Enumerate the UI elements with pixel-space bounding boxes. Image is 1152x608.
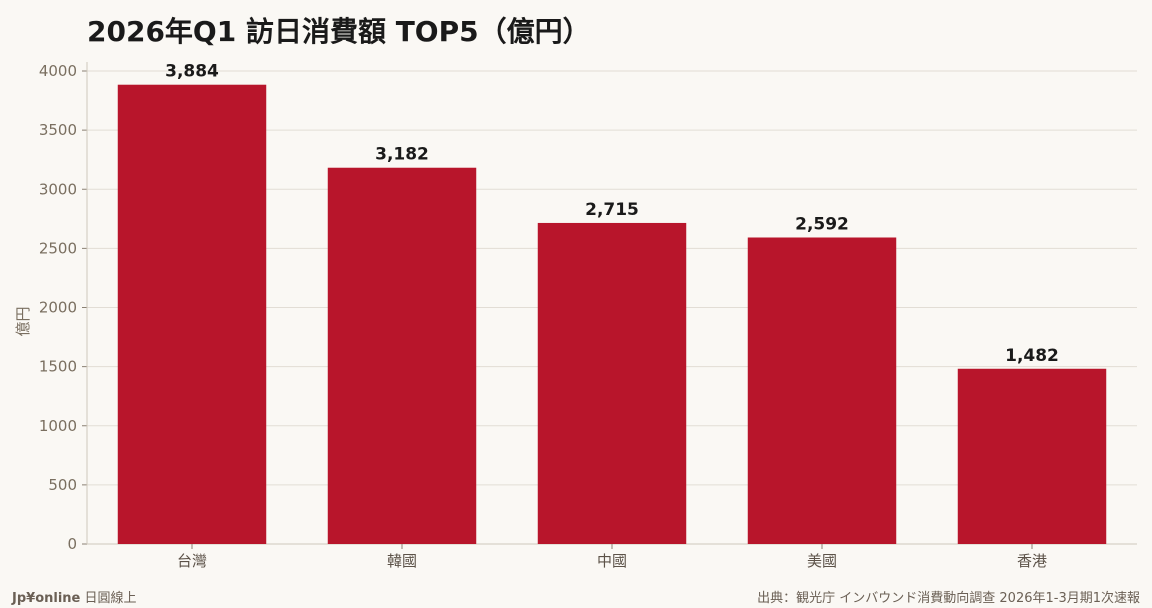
brand-name: Jp¥online bbox=[12, 591, 81, 606]
bar-2 bbox=[327, 167, 477, 544]
bar-3 bbox=[537, 222, 687, 545]
x-tick-label: 台灣 bbox=[177, 552, 207, 570]
bar-5 bbox=[957, 368, 1107, 544]
bar-value-label: 2,715 bbox=[585, 200, 639, 220]
x-tick-label: 美國 bbox=[807, 552, 837, 570]
x-tick-label: 韓國 bbox=[387, 552, 417, 570]
y-tick-label: 1000 bbox=[39, 417, 77, 435]
y-tick-label: 3500 bbox=[39, 121, 77, 139]
y-tick-label: 4000 bbox=[39, 62, 77, 80]
chart-title: 2026年Q1 訪日消費額 TOP5（億円） bbox=[87, 15, 591, 48]
brand-footer: Jp¥online 日圓線上 bbox=[12, 587, 137, 606]
source-note: 出典：観光庁 インバウンド消費動向調查 2026年1-3月期1次速報 bbox=[757, 591, 1140, 606]
y-tick-label: 2000 bbox=[39, 299, 77, 317]
brand-subtitle: 日圓線上 bbox=[84, 591, 137, 606]
y-tick-label: 2500 bbox=[39, 239, 77, 257]
bar-value-label: 1,482 bbox=[1005, 346, 1059, 366]
y-axis-label: 億円 bbox=[14, 306, 32, 336]
bar-1 bbox=[117, 84, 267, 544]
x-tick-label: 香港 bbox=[1017, 552, 1047, 570]
bar-4 bbox=[747, 237, 897, 544]
bar-value-label: 2,592 bbox=[795, 214, 849, 234]
bar-value-label: 3,182 bbox=[375, 145, 429, 165]
y-tick-label: 3000 bbox=[39, 180, 77, 198]
y-tick-label: 1500 bbox=[39, 358, 77, 376]
y-tick-label: 0 bbox=[67, 535, 77, 553]
bar-value-label: 3,884 bbox=[165, 62, 219, 82]
x-tick-label: 中國 bbox=[597, 552, 627, 570]
bar-chart: 0 500 1000 1500 2000 2500 3000 3500 4000 億円 3,884 台… bbox=[14, 62, 1137, 570]
y-tick-label: 500 bbox=[48, 476, 77, 494]
